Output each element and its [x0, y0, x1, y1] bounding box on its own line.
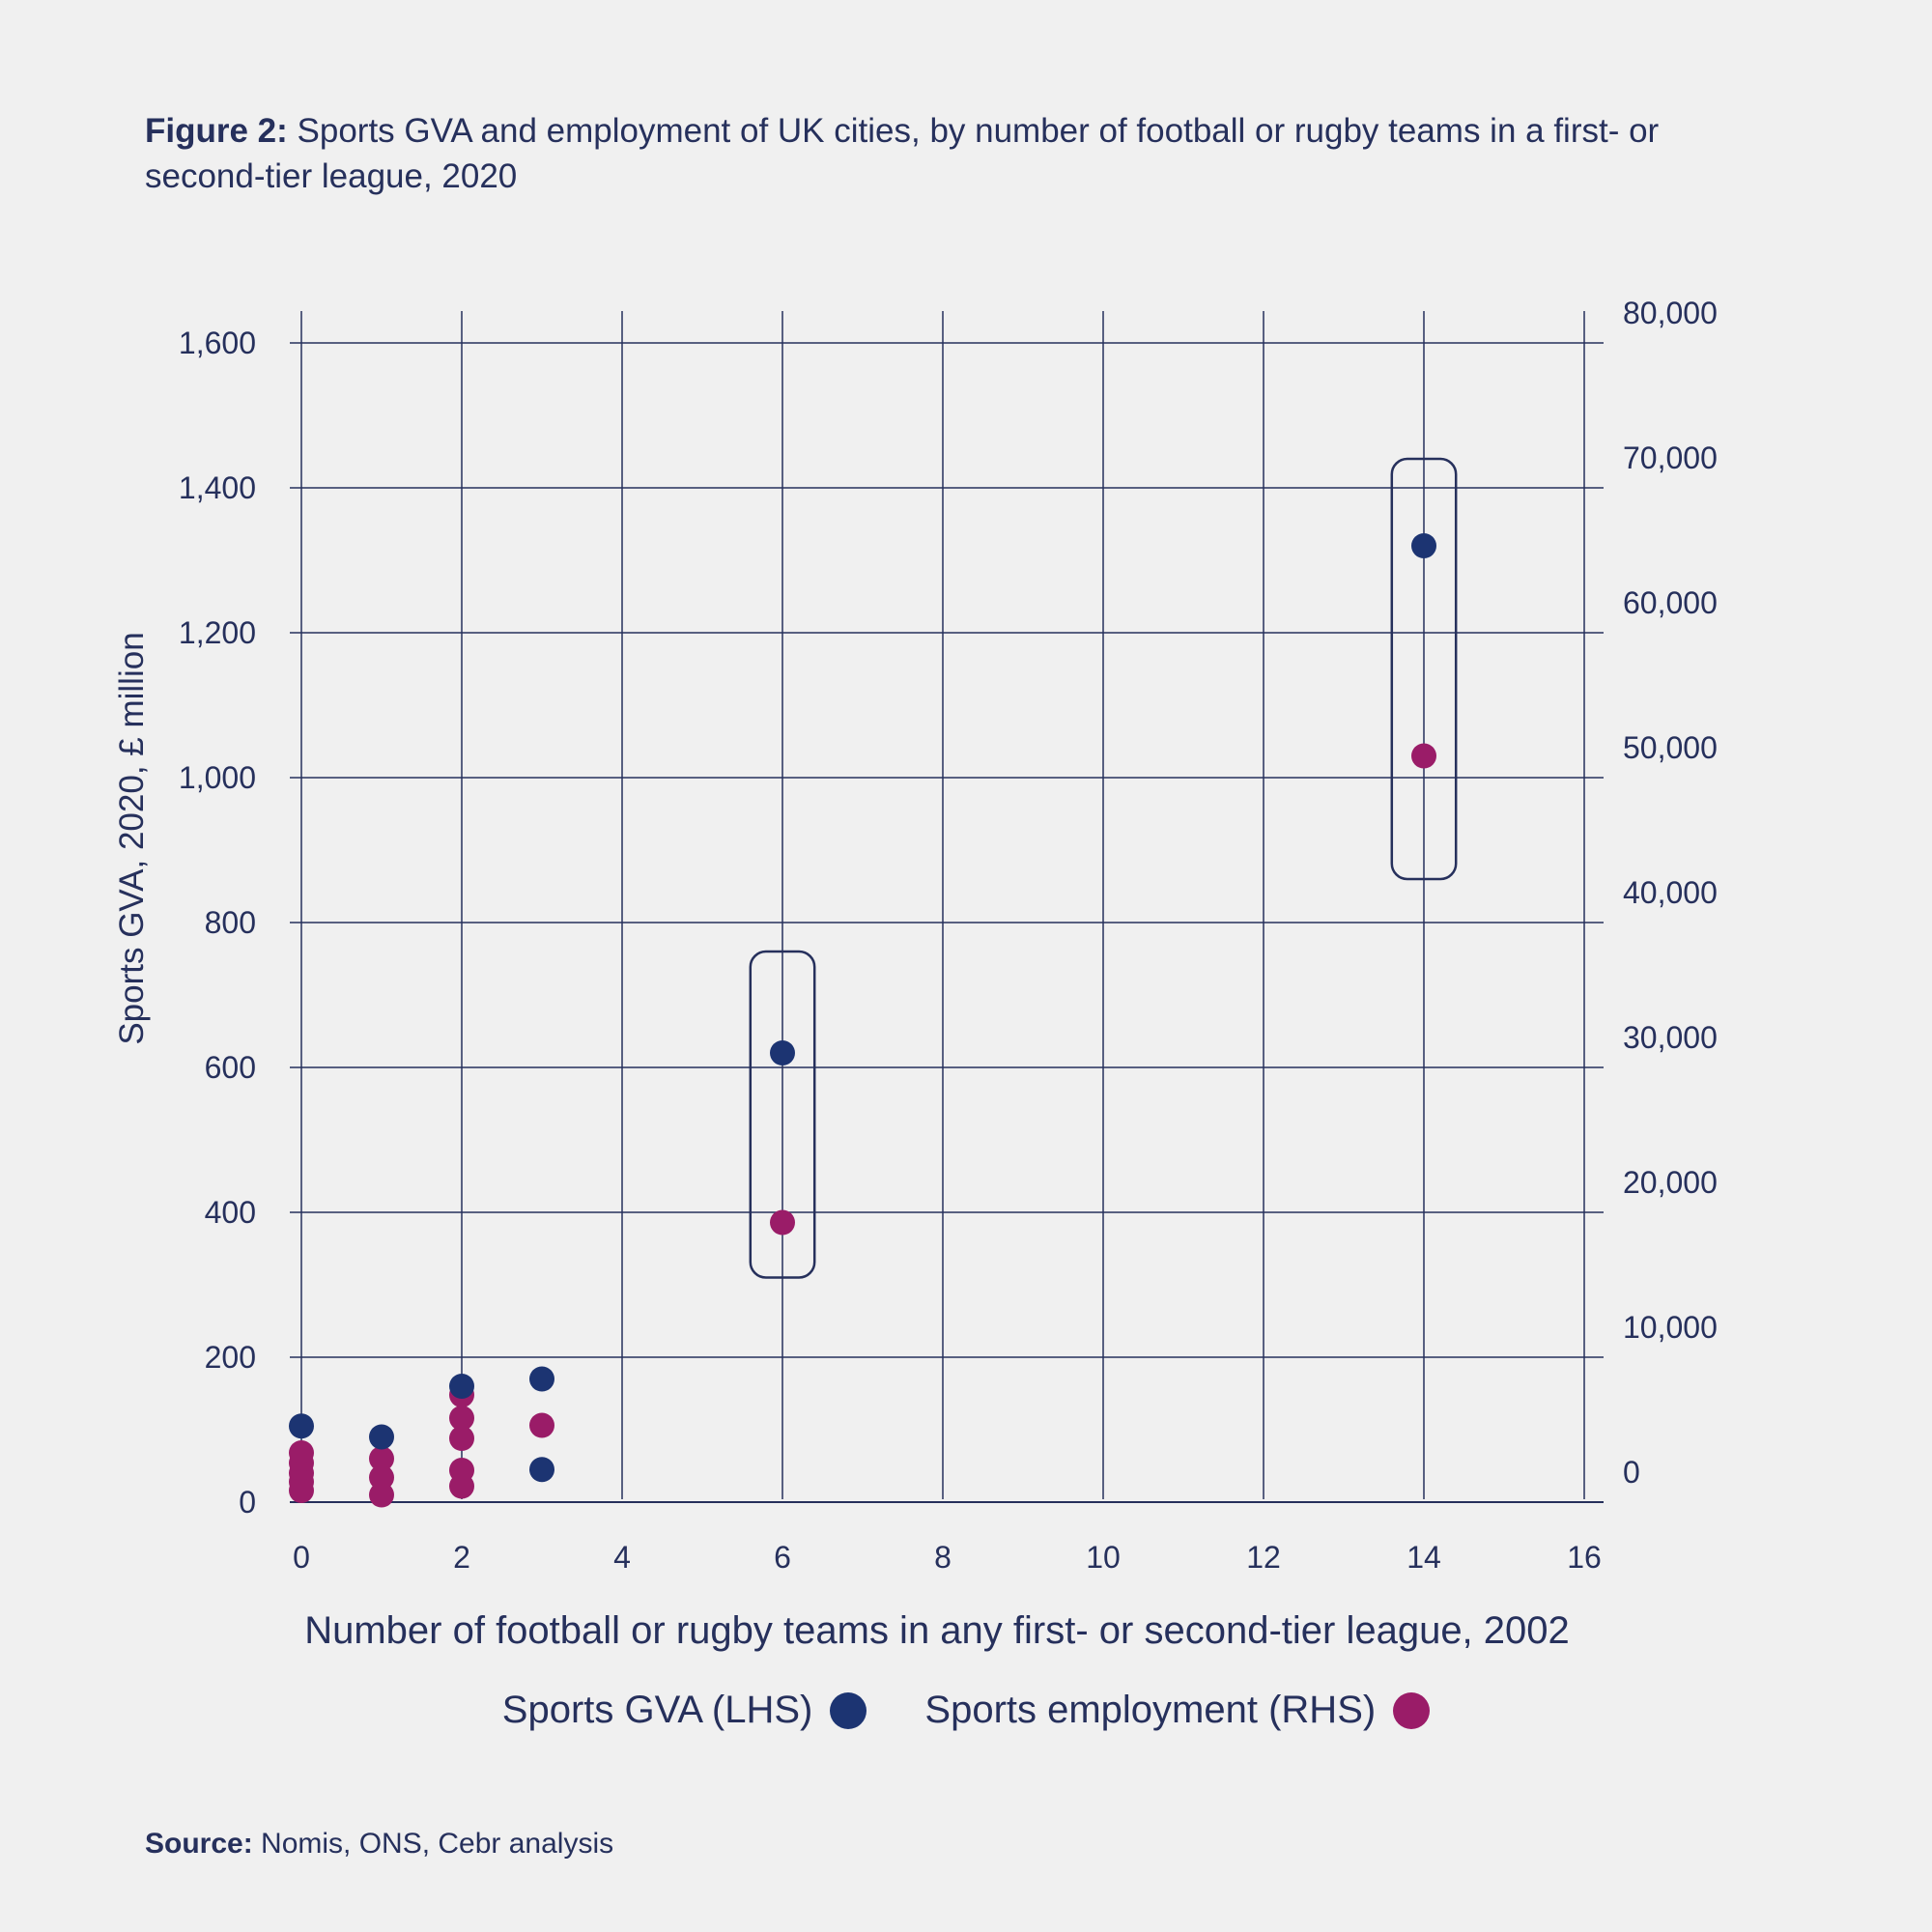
tick-labels: 0 2 4 6 8 10 12 14 16 0 0 200 10,000 400 20,000 600 30,0… — [179, 296, 1718, 1575]
employment-point — [770, 1209, 795, 1236]
y-tick-label-left: 0 — [239, 1485, 256, 1520]
y-tick-label-left: 1,000 — [179, 760, 256, 795]
source-prefix: Source: — [145, 1828, 253, 1860]
figure-title-text: Sports GVA and employment of UK cities, … — [145, 112, 1660, 195]
employment-point — [369, 1482, 394, 1508]
y-tick-label-right: 70,000 — [1623, 440, 1718, 475]
y-tick-label-left: 1,200 — [179, 615, 256, 650]
figure-title-prefix: Figure 2: — [145, 112, 288, 150]
y-tick-label-right: 40,000 — [1623, 875, 1718, 910]
employment-point — [449, 1426, 474, 1451]
gva-point — [289, 1413, 314, 1439]
y-tick-label-left: 800 — [205, 905, 256, 940]
employment-point — [449, 1473, 474, 1499]
x-tick-label: 16 — [1567, 1540, 1602, 1575]
employment-point — [1411, 743, 1436, 769]
x-tick-label: 12 — [1246, 1540, 1281, 1575]
y-axis-label: Sports GVA, 2020, £ million — [113, 632, 151, 1044]
x-tick-label: 6 — [774, 1540, 791, 1575]
legend-item-gva: Sports GVA (LHS) — [502, 1689, 867, 1732]
source-note: Source: Nomis, ONS, Cebr analysis — [145, 1828, 613, 1861]
employment-point — [529, 1412, 554, 1438]
highlight-box — [1390, 457, 1458, 881]
gva-point — [770, 1040, 795, 1065]
y-tick-label-right: 60,000 — [1623, 585, 1718, 620]
y-tick-label-right: 50,000 — [1623, 730, 1718, 765]
grid-lines — [290, 311, 1604, 1503]
gva-point — [529, 1457, 554, 1483]
y-tick-label-right: 30,000 — [1623, 1020, 1718, 1055]
legend-label-gva: Sports GVA (LHS) — [501, 1689, 813, 1731]
employment-point — [369, 1464, 394, 1491]
y-tick-label-left: 1,400 — [179, 470, 256, 505]
y-tick-label-right: 20,000 — [1623, 1165, 1718, 1200]
employment-point — [369, 1446, 394, 1471]
x-axis-label: Number of football or rugby teams in any… — [304, 1609, 1570, 1652]
legend-label-employment: Sports employment (RHS) — [924, 1689, 1377, 1731]
x-tick-label: 0 — [293, 1540, 310, 1575]
annotation-boxes — [749, 457, 1458, 1279]
gva-point — [1411, 533, 1436, 558]
employment-point — [289, 1478, 314, 1503]
highlight-box — [749, 950, 816, 1279]
y-tick-label-right: 80,000 — [1623, 296, 1718, 330]
y-tick-label-left: 1,600 — [179, 326, 256, 360]
x-tick-label: 10 — [1086, 1540, 1121, 1575]
x-tick-label: 4 — [613, 1540, 631, 1575]
y-tick-label-left: 200 — [205, 1340, 256, 1375]
x-tick-label: 2 — [453, 1540, 470, 1575]
x-tick-label: 14 — [1406, 1540, 1441, 1575]
x-tick-label: 8 — [934, 1540, 952, 1575]
y-tick-label-right: 0 — [1623, 1455, 1640, 1490]
data-points — [289, 533, 1436, 1508]
y-tick-label-left: 400 — [205, 1195, 256, 1230]
gva-point — [369, 1424, 394, 1450]
y-tick-label-left: 600 — [205, 1050, 256, 1085]
figure-title: Figure 2: Sports GVA and employment of U… — [145, 108, 1768, 199]
gva-point — [449, 1374, 474, 1399]
legend-marker-gva — [830, 1691, 867, 1729]
source-text: Nomis, ONS, Cebr analysis — [252, 1828, 614, 1860]
legend-marker-employment — [1393, 1691, 1431, 1729]
employment-point — [449, 1406, 474, 1431]
gva-point — [529, 1366, 554, 1392]
legend: Sports GVA (LHS) Sports employment (RHS) — [0, 1689, 1932, 1732]
y-tick-label-right: 10,000 — [1623, 1310, 1718, 1345]
legend-item-employment: Sports employment (RHS) — [924, 1689, 1431, 1732]
